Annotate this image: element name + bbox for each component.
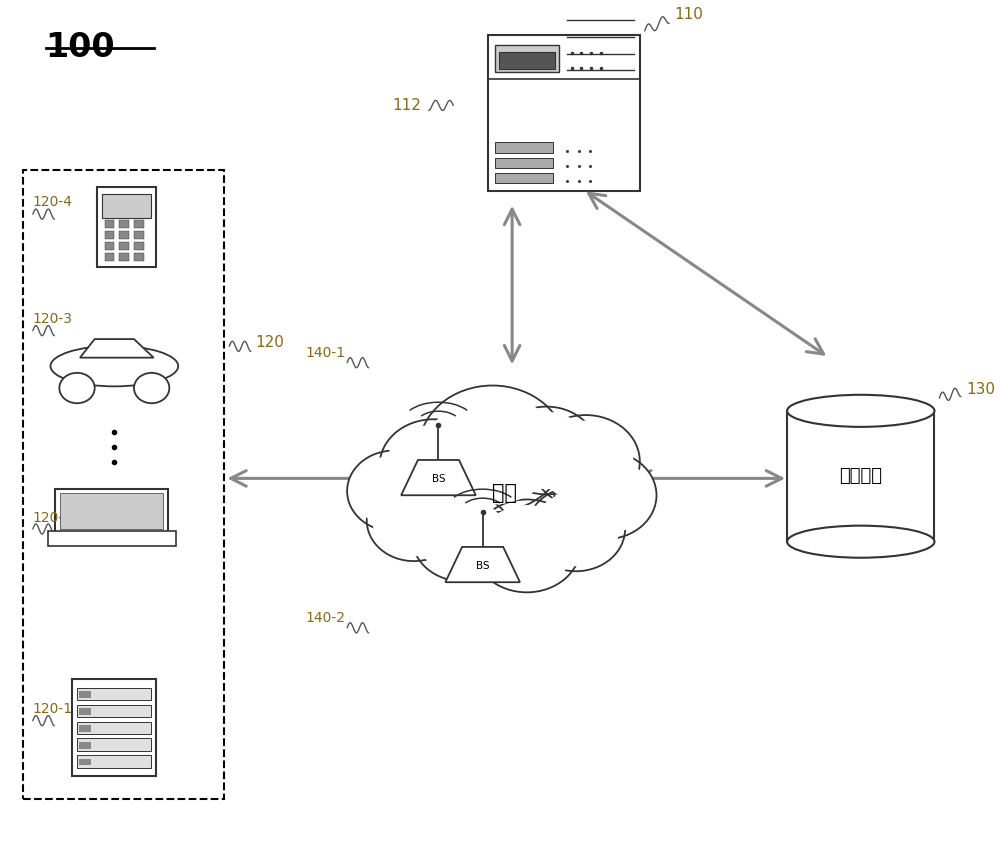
Text: 存储设备: 存储设备 <box>839 468 882 485</box>
Bar <box>79 742 91 749</box>
Polygon shape <box>445 547 520 582</box>
Text: 120-4: 120-4 <box>33 196 73 209</box>
Text: 120: 120 <box>256 335 285 350</box>
Bar <box>77 739 151 751</box>
Circle shape <box>347 451 441 532</box>
Bar <box>119 253 129 261</box>
Text: 100: 100 <box>46 31 115 64</box>
Bar <box>77 756 151 768</box>
Circle shape <box>533 492 619 566</box>
Circle shape <box>418 499 508 576</box>
Circle shape <box>527 487 625 571</box>
Text: 140-1: 140-1 <box>305 346 345 361</box>
Bar <box>134 220 144 228</box>
Bar <box>23 170 224 800</box>
Ellipse shape <box>787 526 934 557</box>
Circle shape <box>428 393 557 505</box>
Text: 120-3: 120-3 <box>33 312 73 326</box>
Text: 140: 140 <box>585 449 614 464</box>
Circle shape <box>386 425 481 507</box>
Bar <box>77 722 151 734</box>
Circle shape <box>412 494 514 581</box>
Circle shape <box>473 500 581 592</box>
Bar <box>79 759 91 766</box>
Bar <box>79 708 91 715</box>
Bar <box>105 253 114 261</box>
Bar <box>787 411 934 542</box>
Bar <box>495 173 553 183</box>
Bar <box>488 36 640 191</box>
Bar <box>97 187 156 268</box>
Circle shape <box>532 415 640 508</box>
Polygon shape <box>80 339 154 357</box>
Text: BS: BS <box>476 562 489 571</box>
Bar <box>495 45 559 72</box>
Bar <box>79 725 91 732</box>
Bar <box>60 493 163 529</box>
Bar <box>48 531 176 546</box>
Text: 120-1: 120-1 <box>33 702 73 716</box>
Bar <box>499 52 555 69</box>
Bar <box>77 688 151 700</box>
Bar <box>105 242 114 250</box>
Bar <box>134 253 144 261</box>
Bar <box>55 489 168 534</box>
Bar <box>134 242 144 250</box>
Bar <box>102 193 151 218</box>
Ellipse shape <box>787 395 934 427</box>
Text: BS: BS <box>432 474 445 484</box>
Text: 112: 112 <box>392 98 421 113</box>
Text: 网络: 网络 <box>492 483 517 503</box>
Circle shape <box>134 373 169 403</box>
Bar <box>77 705 151 717</box>
Circle shape <box>538 421 633 502</box>
Bar <box>119 242 129 250</box>
Circle shape <box>502 412 591 490</box>
Text: 120-2: 120-2 <box>33 511 73 525</box>
Bar <box>119 220 129 228</box>
Bar <box>105 231 114 239</box>
Circle shape <box>380 419 488 512</box>
Polygon shape <box>401 460 476 495</box>
Circle shape <box>353 456 436 527</box>
Circle shape <box>419 385 566 512</box>
Ellipse shape <box>50 346 178 386</box>
Bar <box>495 142 553 152</box>
Circle shape <box>479 505 574 587</box>
Bar <box>134 231 144 239</box>
Circle shape <box>367 480 461 561</box>
Bar <box>105 220 114 228</box>
Bar <box>79 691 91 698</box>
Circle shape <box>372 485 455 556</box>
Circle shape <box>495 407 598 495</box>
Circle shape <box>59 373 95 403</box>
Text: 140-2: 140-2 <box>305 611 345 625</box>
Text: 130: 130 <box>966 382 995 397</box>
Text: 110: 110 <box>674 7 703 21</box>
Bar <box>72 679 156 777</box>
Circle shape <box>560 457 650 534</box>
Bar <box>495 158 553 168</box>
Circle shape <box>554 451 656 540</box>
Bar <box>119 231 129 239</box>
